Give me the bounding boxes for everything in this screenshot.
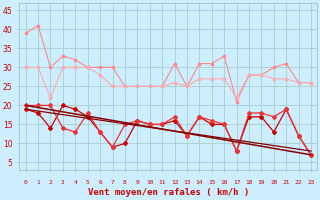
X-axis label: Vent moyen/en rafales ( km/h ): Vent moyen/en rafales ( km/h ) [88, 188, 249, 197]
